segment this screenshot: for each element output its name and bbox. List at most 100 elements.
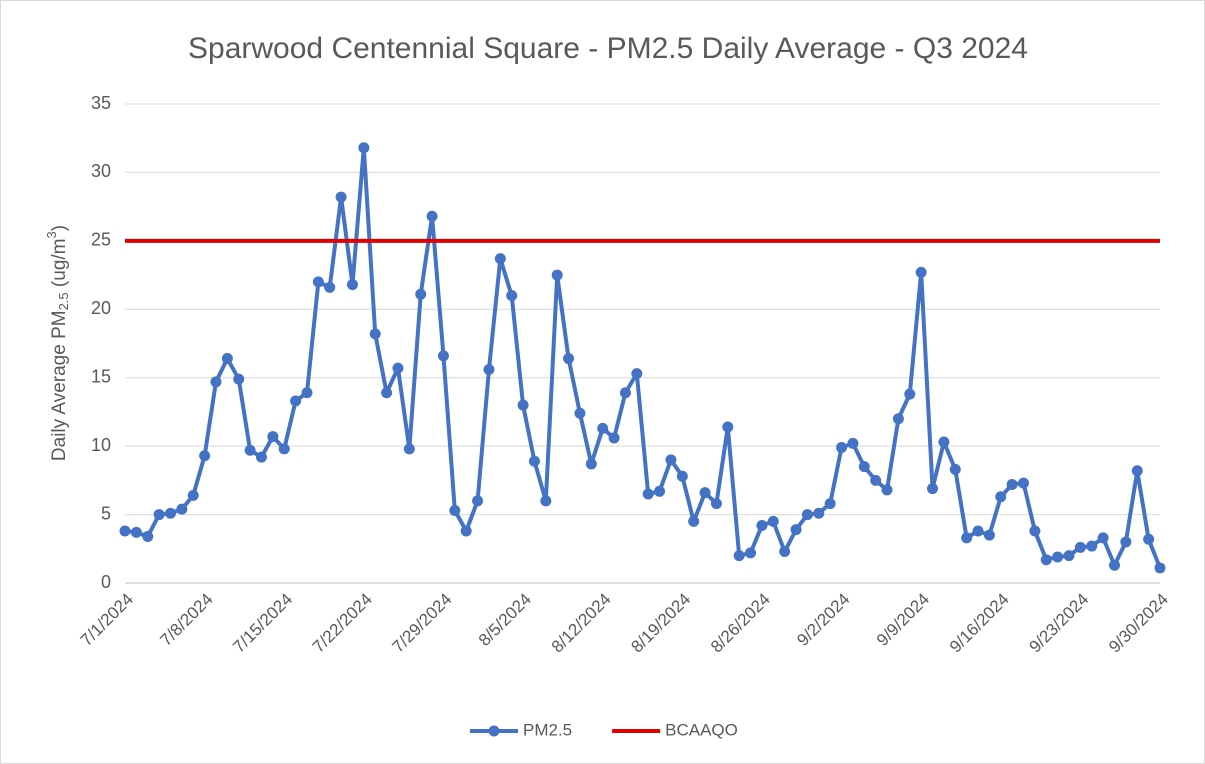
data-point (335, 191, 347, 203)
y-label-sub: 2.5 (56, 292, 71, 310)
y-label-part: ) (49, 225, 70, 231)
data-point (790, 524, 802, 536)
y-tick-label: 15 (91, 366, 111, 386)
data-point (756, 520, 768, 532)
data-point (1074, 541, 1086, 553)
data-point (892, 413, 904, 425)
data-point (745, 547, 757, 559)
legend-marker (488, 725, 500, 737)
data-point (119, 525, 131, 537)
data-point (381, 387, 393, 399)
data-point (722, 421, 734, 433)
data-point (665, 454, 677, 466)
y-tick-label: 10 (91, 435, 111, 455)
y-label-part: (ug/m (49, 238, 70, 292)
data-point (813, 507, 825, 519)
data-point (528, 455, 540, 467)
data-point (870, 474, 882, 486)
data-point (244, 444, 256, 456)
data-point (824, 498, 836, 510)
data-point (1097, 532, 1109, 544)
data-point (1040, 554, 1052, 566)
y-tick-label: 20 (91, 298, 111, 318)
data-point (688, 515, 700, 527)
data-point (221, 353, 233, 365)
data-point (949, 463, 961, 475)
data-point (801, 509, 813, 521)
data-point (563, 353, 575, 365)
data-point (517, 399, 529, 411)
y-tick-label: 35 (91, 93, 111, 113)
data-point (1120, 536, 1132, 548)
data-point (278, 443, 290, 455)
data-point (1018, 477, 1030, 489)
data-point (779, 546, 791, 558)
data-point (608, 432, 620, 444)
data-point (1029, 525, 1041, 537)
data-point (460, 525, 472, 537)
data-point (506, 290, 518, 302)
data-point (915, 266, 927, 278)
data-point (210, 376, 222, 388)
data-point (1052, 551, 1064, 563)
data-point (1131, 465, 1143, 477)
data-point (153, 509, 165, 521)
data-point (858, 461, 870, 473)
data-point (415, 288, 427, 300)
y-tick-label: 0 (101, 572, 111, 592)
data-point (699, 487, 711, 499)
data-point (1143, 533, 1155, 545)
data-point (301, 387, 313, 399)
data-point (392, 362, 404, 374)
data-point (551, 269, 563, 281)
legend-label: BCAAQO (665, 720, 738, 739)
data-point (255, 451, 267, 463)
data-point (733, 550, 745, 562)
data-point (631, 368, 643, 380)
data-point (312, 276, 324, 288)
data-point (995, 491, 1007, 503)
data-point (972, 525, 984, 537)
chart-title: Sparwood Centennial Square - PM2.5 Daily… (188, 32, 1028, 65)
data-point (164, 507, 176, 519)
data-point (904, 388, 916, 400)
data-point (983, 529, 995, 541)
data-point (130, 526, 142, 538)
data-point (836, 442, 848, 454)
data-point (1154, 562, 1166, 574)
data-point (574, 407, 586, 419)
data-point (585, 458, 597, 470)
data-point (654, 485, 666, 497)
data-point (767, 515, 779, 527)
data-point (346, 279, 358, 291)
y-label-sup: 3 (44, 231, 59, 238)
data-point (938, 436, 950, 448)
data-point (324, 281, 336, 293)
y-tick-label: 25 (91, 230, 111, 250)
data-point (437, 350, 449, 362)
data-point (642, 488, 654, 500)
y-tick-label: 30 (91, 161, 111, 181)
data-point (710, 498, 722, 510)
data-point (187, 489, 199, 501)
data-point (142, 530, 154, 542)
data-point (1086, 540, 1098, 552)
data-point (449, 504, 461, 516)
data-point (483, 364, 495, 376)
data-point (540, 495, 552, 507)
data-point (676, 470, 688, 482)
data-point (267, 431, 279, 443)
data-point (881, 484, 893, 496)
data-point (1006, 478, 1018, 490)
data-point (961, 532, 973, 544)
data-point (369, 328, 381, 340)
data-point (426, 210, 438, 222)
data-point (233, 373, 245, 385)
data-point (199, 450, 211, 462)
y-axis-label: Daily Average PM2.5 (ug/m3) (44, 225, 71, 461)
data-point (403, 443, 415, 455)
legend-label: PM2.5 (523, 720, 572, 739)
data-point (597, 422, 609, 434)
